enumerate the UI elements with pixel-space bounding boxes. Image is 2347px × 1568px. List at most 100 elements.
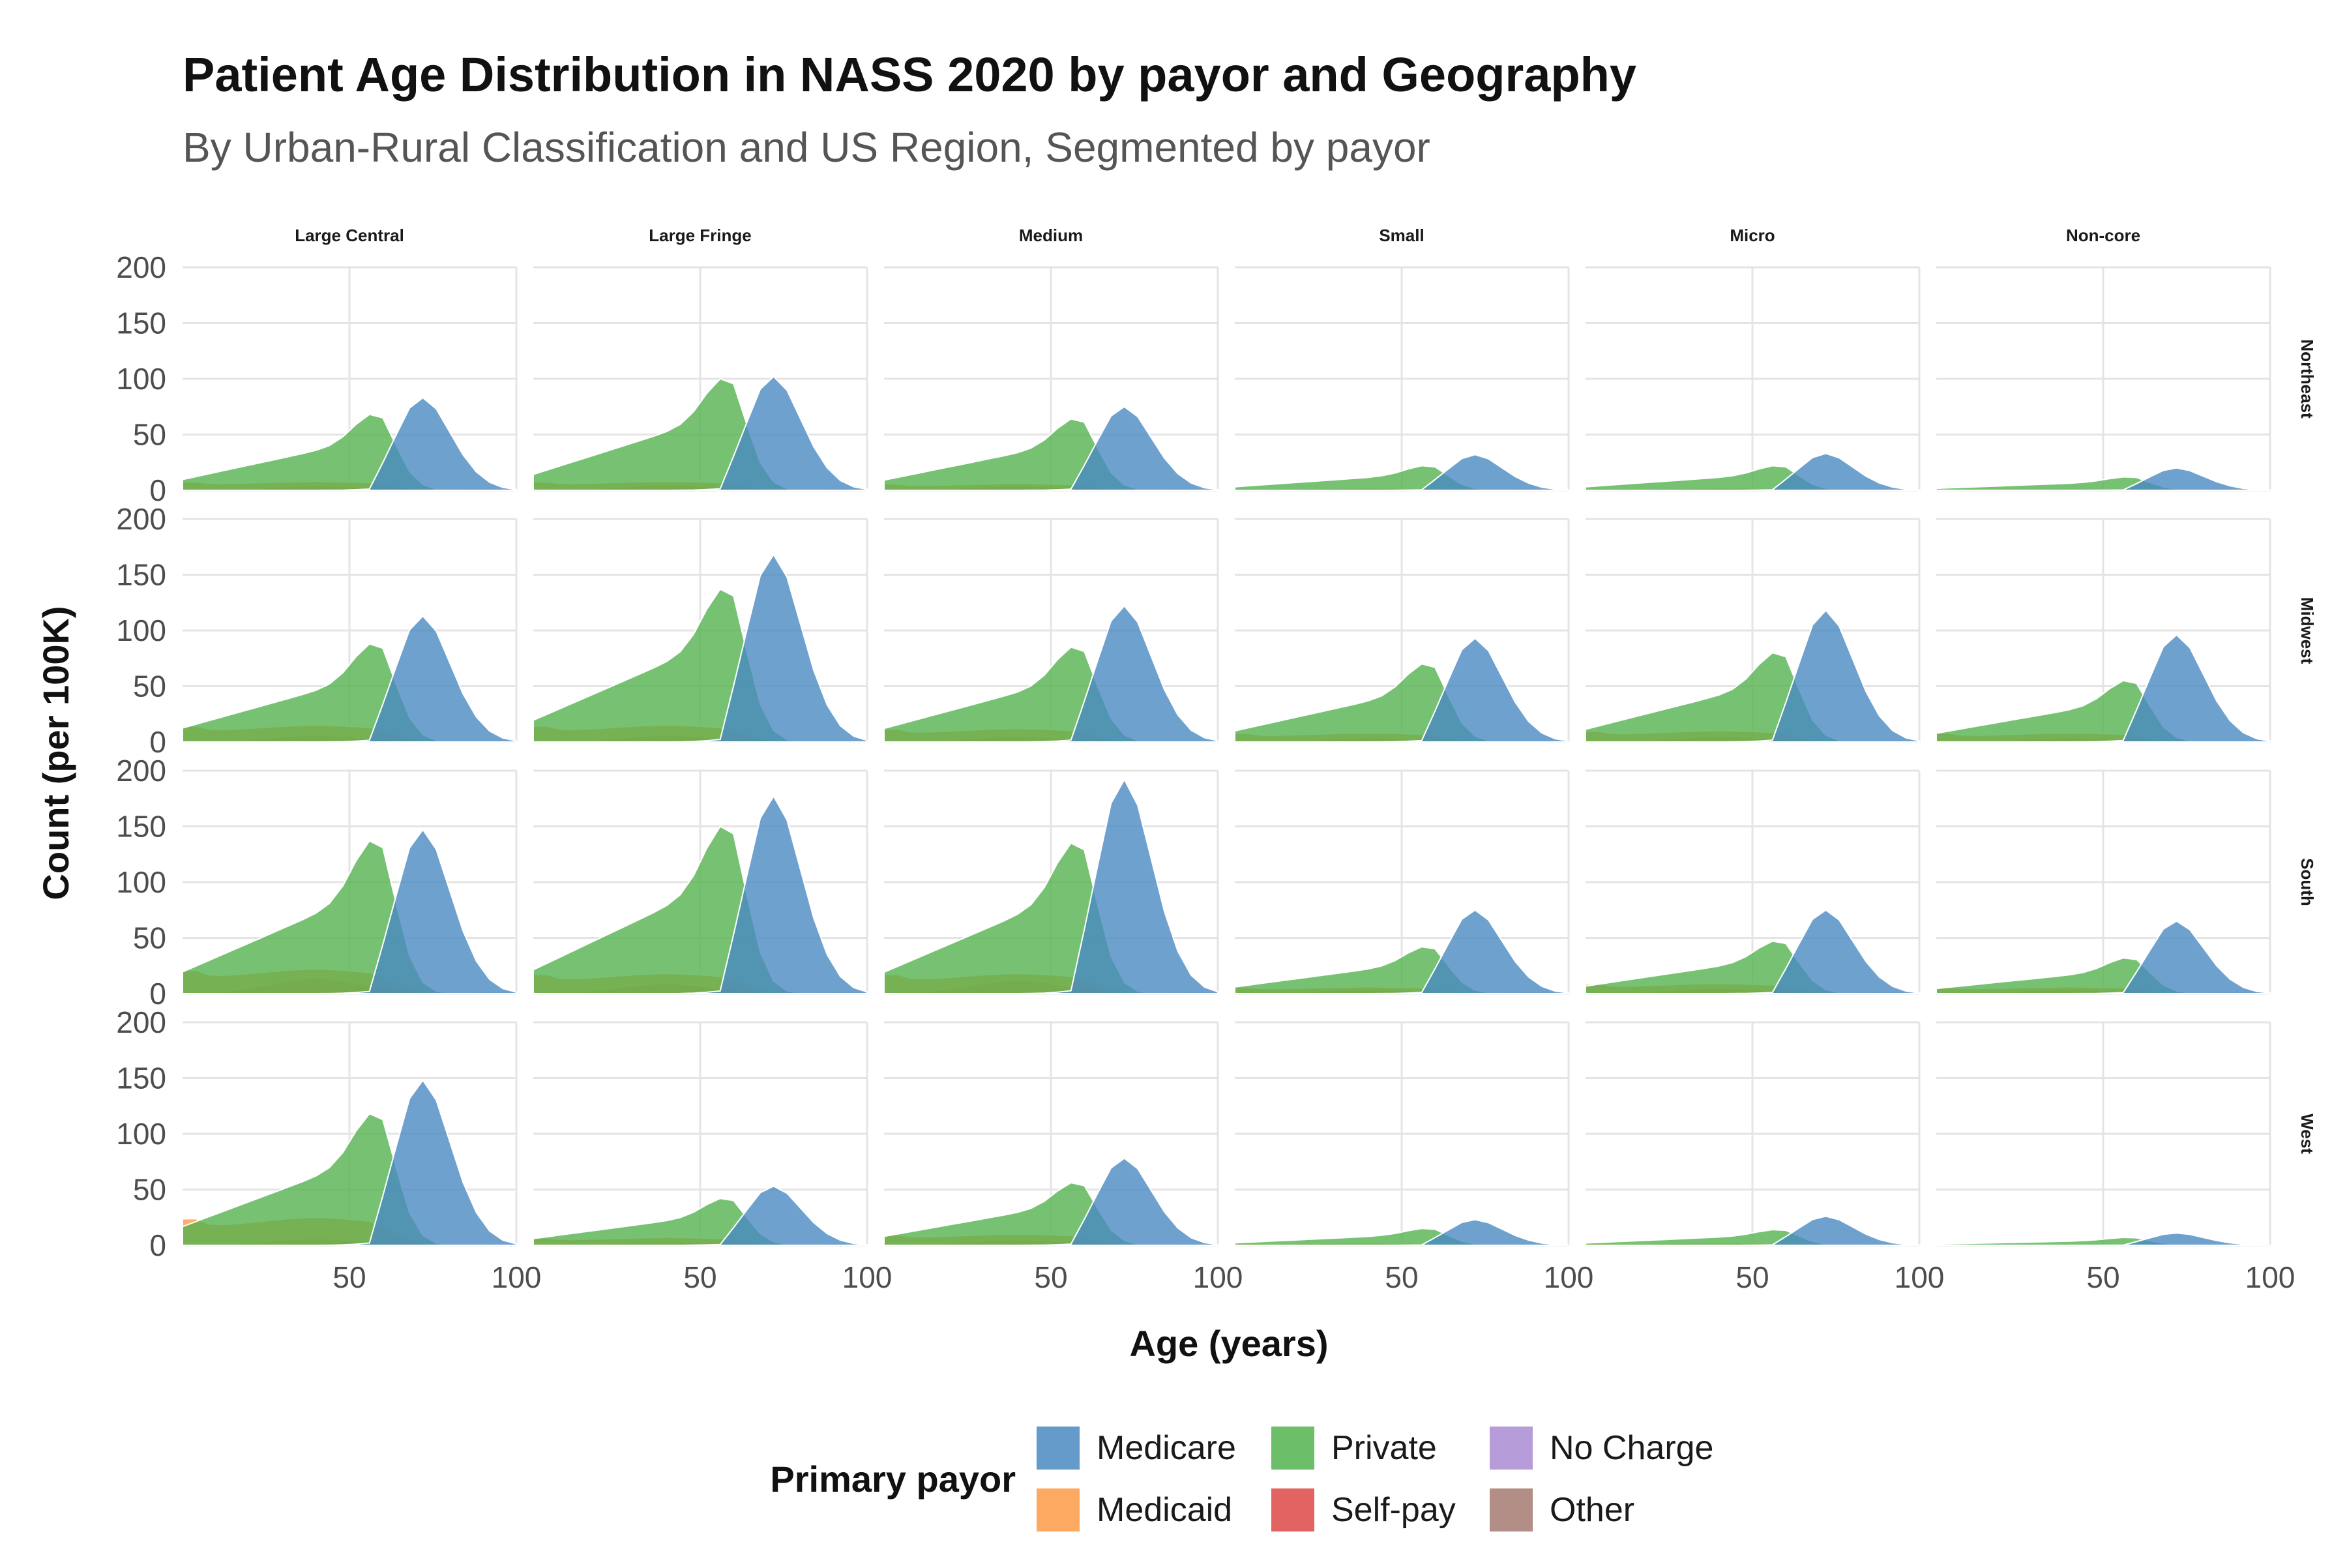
x-axis-label: Age (years) [1129, 1323, 1328, 1364]
facet-label-west: West [2297, 1114, 2317, 1154]
y-tick-label: 0 [149, 725, 166, 759]
panel-midwest-micro [1585, 518, 1921, 743]
x-tick-label: 100 [492, 1260, 542, 1294]
density-medicare [1235, 454, 1569, 491]
panel-west-non-core [1936, 1021, 2271, 1247]
legend: Medicare Private No Charge Medicaid Self-pay… [1037, 1427, 1713, 1531]
density-medicare [1936, 467, 2271, 491]
y-tick-label: 50 [133, 418, 166, 452]
density-medicare [1235, 909, 1569, 994]
density-medicare [183, 615, 517, 743]
y-tick-label: 50 [133, 1173, 166, 1207]
density-medicare [884, 778, 1218, 994]
facet-label-south: South [2297, 858, 2317, 906]
density-medicare [1936, 920, 2271, 994]
panel-west-large-fringe [533, 1021, 868, 1247]
y-tick-label: 0 [149, 977, 166, 1011]
legend-swatch [1037, 1427, 1080, 1470]
legend-swatch [1271, 1427, 1314, 1470]
panel-midwest-large-fringe [533, 518, 868, 743]
y-tick-label: 200 [116, 1005, 166, 1039]
x-tick-label: 100 [842, 1260, 893, 1294]
x-tick-label: 50 [1735, 1260, 1769, 1294]
chart-subtitle: By Urban-Rural Classification and US Reg… [183, 124, 1430, 171]
facet-label-small: Small [1379, 226, 1424, 245]
y-tick-label: 150 [116, 1061, 166, 1095]
x-tick-label: 50 [332, 1260, 366, 1294]
density-medicare [183, 1079, 517, 1246]
facet-label-large-fringe: Large Fringe [649, 226, 751, 245]
density-medicare [533, 1185, 868, 1246]
panel-midwest-small [1234, 518, 1570, 743]
panel-northeast-small [1234, 266, 1570, 492]
density-medicare [884, 406, 1218, 491]
density-medicare [183, 828, 517, 994]
panel-northeast-large-fringe [533, 266, 868, 492]
panel-west-small [1234, 1021, 1570, 1247]
panels-layer: Large Central Large Fringe Medium Small Micr… [116, 226, 2317, 1294]
density-medicare [1936, 634, 2271, 743]
panel-northeast-non-core [1936, 266, 2271, 492]
x-tick-label: 50 [1034, 1260, 1067, 1294]
density-medicare [1586, 452, 1920, 491]
legend-item-private: Private [1271, 1427, 1437, 1470]
x-tick-label: 50 [683, 1260, 716, 1294]
y-tick-label: 100 [116, 362, 166, 396]
y-tick-label: 200 [116, 250, 166, 284]
panel-south-large-fringe [533, 769, 868, 995]
panel-south-small [1234, 769, 1570, 995]
legend-label: Medicare [1097, 1429, 1236, 1467]
panel-northeast-micro [1585, 266, 1921, 492]
facet-label-northeast: Northeast [2297, 339, 2317, 419]
density-medicare [1235, 1219, 1569, 1246]
density-medicare [884, 604, 1218, 743]
y-tick-label: 200 [116, 502, 166, 536]
facet-label-non-core: Non-core [2066, 226, 2140, 245]
legend-item-self-pay: Self-pay [1271, 1488, 1456, 1531]
legend-item-medicare: Medicare [1037, 1427, 1236, 1470]
panel-west-large-central [182, 1021, 518, 1247]
x-tick-label: 100 [2245, 1260, 2295, 1294]
facet-label-large-central: Large Central [295, 226, 404, 245]
y-tick-label: 200 [116, 754, 166, 788]
y-tick-label: 150 [116, 558, 166, 592]
legend-swatch [1037, 1488, 1080, 1531]
y-tick-label: 100 [116, 865, 166, 899]
panel-west-medium [883, 1021, 1219, 1247]
panel-northeast-medium [883, 266, 1219, 492]
panel-midwest-medium [883, 518, 1219, 743]
y-tick-label: 150 [116, 810, 166, 844]
panel-northeast-large-central [182, 266, 518, 492]
density-medicare [1586, 1215, 1920, 1246]
x-tick-label: 100 [1544, 1260, 1594, 1294]
panel-south-medium [883, 769, 1219, 995]
y-tick-label: 150 [116, 306, 166, 340]
y-tick-label: 0 [149, 473, 166, 507]
legend-label: Other [1550, 1491, 1634, 1529]
panel-midwest-non-core [1936, 518, 2271, 743]
facet-label-medium: Medium [1019, 226, 1083, 245]
panel-south-micro [1585, 769, 1921, 995]
legend-item-medicaid: Medicaid [1037, 1488, 1232, 1531]
legend-item-other: Other [1490, 1488, 1634, 1531]
y-tick-label: 100 [116, 1117, 166, 1151]
density-medicare [533, 553, 868, 743]
density-medicare [884, 1157, 1218, 1246]
x-tick-label: 50 [1385, 1260, 1418, 1294]
density-medicare [1235, 637, 1569, 743]
legend-title: Primary payor [770, 1458, 1016, 1500]
panel-midwest-large-central [182, 518, 518, 743]
x-tick-label: 50 [2086, 1260, 2119, 1294]
density-medicare [1936, 1232, 2271, 1246]
density-medicare [533, 795, 868, 994]
density-medicare [1586, 609, 1920, 743]
x-tick-label: 100 [1895, 1260, 1945, 1294]
legend-swatch [1490, 1427, 1533, 1470]
legend-label: Medicaid [1097, 1491, 1232, 1529]
facet-label-micro: Micro [1730, 226, 1775, 245]
chart-title: Patient Age Distribution in NASS 2020 by… [183, 48, 1636, 102]
y-tick-label: 100 [116, 614, 166, 647]
panel-west-micro [1585, 1021, 1921, 1247]
panel-south-large-central [182, 769, 518, 995]
